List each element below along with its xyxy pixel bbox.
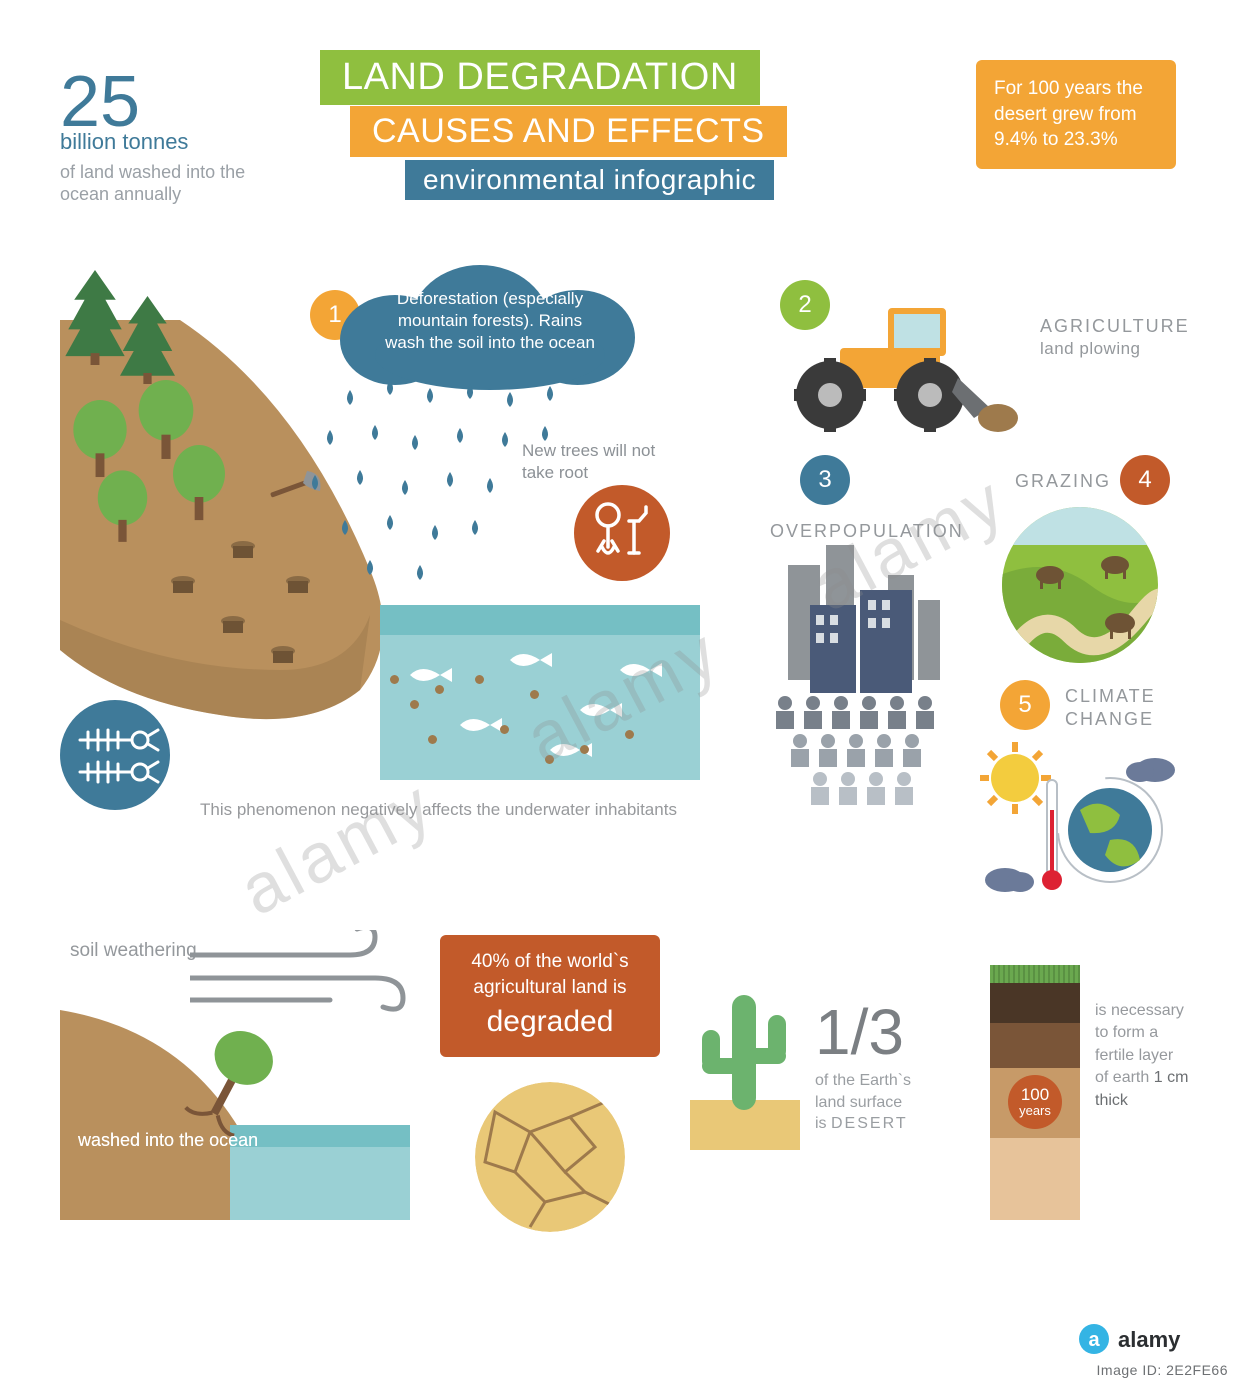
stump-icon — [285, 575, 311, 595]
cracked-earth-icon — [475, 1082, 625, 1232]
svg-text:alamy: alamy — [1118, 1327, 1181, 1352]
cause-3-hi: OVERPOPULATION — [770, 521, 964, 541]
tree-icon — [170, 445, 228, 523]
degraded-big: degraded — [456, 1002, 644, 1043]
stat-25-value: 25 — [60, 70, 260, 135]
alamy-logo-icon: a alamy — [1078, 1323, 1228, 1355]
stump-icon — [170, 575, 196, 595]
fish-icon — [580, 700, 622, 720]
cactus-icon — [690, 980, 800, 1150]
washed-label: washed into the ocean — [78, 1130, 258, 1151]
fish-icon — [410, 665, 452, 685]
fishbone-badge-icon — [60, 700, 170, 810]
soil-years-badge: 100 years — [1008, 1075, 1062, 1129]
title-line-3: environmental infographic — [405, 160, 774, 200]
cause-badge-3: 3 — [800, 455, 850, 505]
cause-5-hi: CLIMATE — [1065, 686, 1156, 706]
cause-4-label: GRAZING — [1015, 470, 1111, 493]
degraded-lead: 40% of the world`s agricultural land is — [471, 951, 628, 998]
stat-25-billion: 25 billion tonnes of land washed into th… — [60, 70, 260, 206]
sapling-caption: New trees will not take root — [522, 440, 682, 484]
cloud-caption: Deforestation (especially mountain fores… — [376, 288, 604, 354]
cause-4-hi: GRAZING — [1015, 471, 1111, 491]
soil-100: 100 — [1021, 1086, 1049, 1104]
rain-cloud: Deforestation (especially mountain fores… — [340, 260, 660, 390]
svg-text:a: a — [1088, 1329, 1100, 1351]
desert-line3pre: is — [815, 1115, 831, 1132]
soil-weathering-diagram: soil weathering washed into the ocean — [60, 940, 410, 1220]
soil-weathering-label: soil weathering — [70, 940, 197, 962]
degraded-text-box: 40% of the world`s agricultural land is … — [440, 935, 660, 1057]
soil-formation-stat: 100 years is necessary to form a fertile… — [990, 965, 1190, 1220]
image-id: Image ID: 2E2FE66 — [1097, 1362, 1228, 1378]
tractor-icon — [770, 300, 1020, 440]
cause-5-label: CLIMATE CHANGE — [1065, 685, 1156, 732]
tree-icon — [120, 295, 175, 385]
deforestation-diagram: 1 Deforestation (especially mountain for… — [60, 260, 700, 820]
fish-icon — [460, 715, 502, 735]
cause-2-hi: AGRICULTURE — [1040, 316, 1190, 336]
wind-icon — [190, 930, 410, 1020]
desert-line2: land surface — [815, 1094, 902, 1111]
city-crowd-icon — [760, 545, 960, 825]
tree-icon — [70, 400, 130, 480]
cause-badge-4: 4 — [1120, 455, 1170, 505]
tree-icon — [95, 470, 150, 545]
tree-icon — [65, 270, 125, 365]
fish-icon — [620, 660, 662, 680]
grazing-icon — [1000, 505, 1160, 665]
stump-icon — [230, 540, 256, 560]
cause-3-label: OVERPOPULATION — [770, 520, 940, 543]
cause-2-lo: land plowing — [1040, 339, 1141, 358]
fact-desert-growth: For 100 years the desert grew from 9.4% … — [976, 60, 1176, 169]
desert-fraction: 1/3 — [815, 1000, 980, 1064]
sapling-badge-icon — [574, 485, 670, 581]
climate-change-icon — [980, 740, 1190, 910]
stat-25-desc: of land washed into the ocean annually — [60, 161, 260, 206]
cause-5-lo: CHANGE — [1065, 709, 1154, 729]
title-line-2: CAUSES AND EFFECTS — [350, 106, 787, 157]
fish-icon — [510, 650, 552, 670]
desert-line1: of the Earth`s — [815, 1072, 911, 1089]
degraded-stat: 40% of the world`s agricultural land is … — [440, 935, 660, 1232]
underwater-caption: This phenomenon negatively affects the u… — [200, 800, 700, 820]
soil-years: years — [1019, 1104, 1051, 1118]
title-line-1: LAND DEGRADATION — [320, 50, 760, 105]
desert-line3hi: DESERT — [831, 1115, 908, 1132]
stump-icon — [220, 615, 246, 635]
cause-2-label: AGRICULTURE land plowing — [1040, 315, 1190, 360]
soil-caption: is necessary to form a fertile layer of … — [1095, 965, 1190, 1112]
cause-badge-5: 5 — [1000, 680, 1050, 730]
sea-block — [380, 605, 700, 780]
erosion-small-icon — [60, 1010, 410, 1220]
stat-25-unit: billion tonnes — [60, 129, 260, 155]
desert-fraction-stat: 1/3 of the Earth`s land surface is DESER… — [700, 1000, 980, 1135]
stump-icon — [270, 645, 296, 665]
